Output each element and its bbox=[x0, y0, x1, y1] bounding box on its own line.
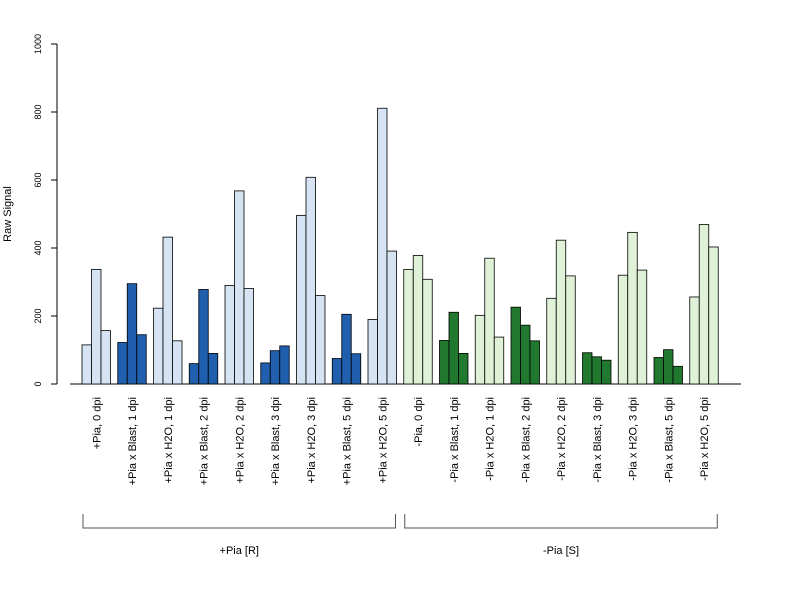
group-bracket bbox=[82, 514, 396, 529]
x-category-label: +Pia x Blast, 1 dpi bbox=[127, 397, 139, 485]
bar bbox=[91, 269, 102, 385]
bar bbox=[698, 224, 710, 385]
bar bbox=[279, 345, 290, 385]
bar bbox=[224, 284, 235, 385]
bar bbox=[689, 296, 700, 385]
bar bbox=[315, 295, 326, 385]
x-category-label: -Pia, 0 dpi bbox=[413, 397, 425, 447]
bar bbox=[520, 324, 531, 385]
x-category-label: +Pia x Blast, 5 dpi bbox=[342, 397, 354, 485]
y-tick-label: 400 bbox=[33, 240, 43, 255]
group-label: -Pia [S] bbox=[543, 545, 579, 557]
bar bbox=[422, 278, 433, 385]
bar bbox=[296, 214, 307, 385]
y-tick-label: 200 bbox=[33, 308, 43, 323]
bar bbox=[172, 340, 183, 385]
bar bbox=[153, 307, 164, 385]
bar bbox=[546, 297, 557, 385]
bar bbox=[439, 340, 450, 385]
bar bbox=[305, 176, 316, 385]
bar bbox=[582, 352, 593, 385]
bar bbox=[484, 257, 495, 385]
y-tick-label: 1000 bbox=[33, 34, 43, 54]
bar bbox=[367, 318, 378, 385]
y-tick-label: 600 bbox=[33, 172, 43, 187]
x-category-label: +Pia x H2O, 1 dpi bbox=[163, 397, 175, 484]
x-category-label: -Pia x H2O, 5 dpi bbox=[699, 397, 711, 481]
bar bbox=[198, 289, 209, 385]
bar bbox=[493, 336, 505, 385]
bar bbox=[341, 313, 352, 385]
bar bbox=[653, 357, 664, 385]
x-category-label: -Pia x H2O, 3 dpi bbox=[628, 397, 640, 481]
bar bbox=[269, 350, 281, 385]
bar bbox=[100, 330, 111, 385]
y-axis-title: Raw Signal bbox=[2, 186, 14, 242]
bar bbox=[565, 275, 576, 385]
bar bbox=[403, 269, 414, 385]
bar bbox=[627, 231, 638, 385]
bar bbox=[126, 283, 138, 385]
bar bbox=[386, 250, 397, 385]
group-label: +Pia [R] bbox=[220, 545, 259, 557]
x-category-label: +Pia x H2O, 5 dpi bbox=[377, 397, 389, 484]
bar bbox=[601, 359, 612, 385]
bar bbox=[672, 365, 683, 385]
bar bbox=[331, 358, 343, 385]
x-category-label: -Pia x Blast, 3 dpi bbox=[592, 397, 604, 483]
bar bbox=[260, 362, 271, 385]
bar bbox=[412, 255, 424, 385]
bar bbox=[529, 340, 540, 385]
bar bbox=[555, 239, 567, 385]
bar bbox=[207, 352, 219, 385]
bar bbox=[117, 342, 128, 385]
bar bbox=[591, 356, 602, 385]
bar bbox=[474, 314, 486, 385]
x-category-label: -Pia x Blast, 5 dpi bbox=[663, 397, 675, 483]
bar bbox=[377, 107, 388, 385]
bar bbox=[708, 246, 719, 385]
bar bbox=[234, 190, 245, 385]
x-category-label: -Pia x H2O, 2 dpi bbox=[556, 397, 568, 481]
bar bbox=[510, 306, 521, 385]
bar bbox=[188, 363, 200, 385]
bar bbox=[243, 288, 254, 385]
x-category-label: +Pia x Blast, 3 dpi bbox=[270, 397, 282, 485]
group-bracket bbox=[404, 514, 718, 529]
bar bbox=[663, 349, 674, 385]
bar bbox=[162, 236, 173, 385]
bar bbox=[458, 352, 469, 385]
bar bbox=[136, 334, 147, 385]
bar bbox=[448, 311, 459, 385]
bar bbox=[81, 344, 92, 385]
x-category-label: +Pia x H2O, 3 dpi bbox=[306, 397, 318, 484]
y-tick-label: 800 bbox=[33, 104, 43, 119]
x-category-label: +Pia, 0 dpi bbox=[91, 397, 103, 449]
y-tick-label: 0 bbox=[33, 381, 43, 386]
bar bbox=[617, 274, 629, 385]
bar bbox=[636, 269, 648, 385]
bar bbox=[350, 353, 362, 385]
x-category-label: +Pia x H2O, 2 dpi bbox=[234, 397, 246, 484]
x-category-label: -Pia x Blast, 2 dpi bbox=[520, 397, 532, 483]
x-category-label: -Pia x H2O, 1 dpi bbox=[485, 397, 497, 481]
x-category-label: -Pia x Blast, 1 dpi bbox=[449, 397, 461, 483]
x-category-label: +Pia x Blast, 2 dpi bbox=[199, 397, 211, 485]
